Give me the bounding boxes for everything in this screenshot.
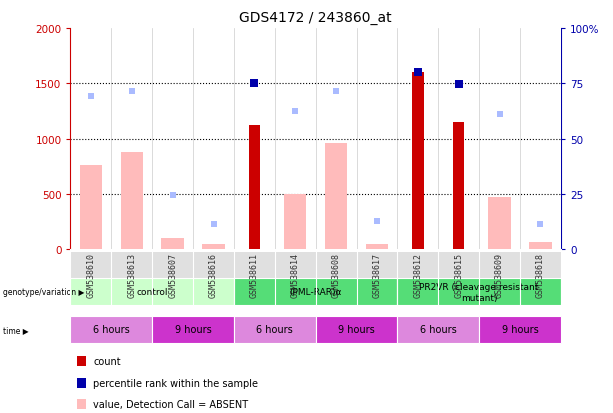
Text: 9 hours: 9 hours xyxy=(175,324,211,335)
Text: PR2VR (cleavage resistant
mutant): PR2VR (cleavage resistant mutant) xyxy=(419,282,539,302)
Text: 9 hours: 9 hours xyxy=(501,324,538,335)
Bar xyxy=(325,144,348,250)
Bar xyxy=(161,239,184,250)
Bar xyxy=(529,242,552,250)
Bar xyxy=(249,126,260,250)
Bar xyxy=(412,73,424,250)
Bar xyxy=(80,166,102,250)
Bar xyxy=(366,244,388,250)
Bar xyxy=(284,195,306,250)
Bar xyxy=(489,198,511,250)
Text: time ▶: time ▶ xyxy=(3,325,29,334)
Text: count: count xyxy=(93,356,121,366)
Bar xyxy=(202,244,225,250)
Text: 6 hours: 6 hours xyxy=(420,324,457,335)
Text: 6 hours: 6 hours xyxy=(93,324,130,335)
Text: genotype/variation ▶: genotype/variation ▶ xyxy=(3,288,85,297)
Text: (PML-RAR)α: (PML-RAR)α xyxy=(289,288,342,297)
Text: 9 hours: 9 hours xyxy=(338,324,375,335)
Text: value, Detection Call = ABSENT: value, Detection Call = ABSENT xyxy=(93,399,248,409)
Text: 6 hours: 6 hours xyxy=(256,324,293,335)
Text: control: control xyxy=(137,288,168,297)
Text: percentile rank within the sample: percentile rank within the sample xyxy=(93,378,258,388)
Bar xyxy=(453,123,465,250)
Title: GDS4172 / 243860_at: GDS4172 / 243860_at xyxy=(240,11,392,25)
Bar xyxy=(121,153,143,250)
